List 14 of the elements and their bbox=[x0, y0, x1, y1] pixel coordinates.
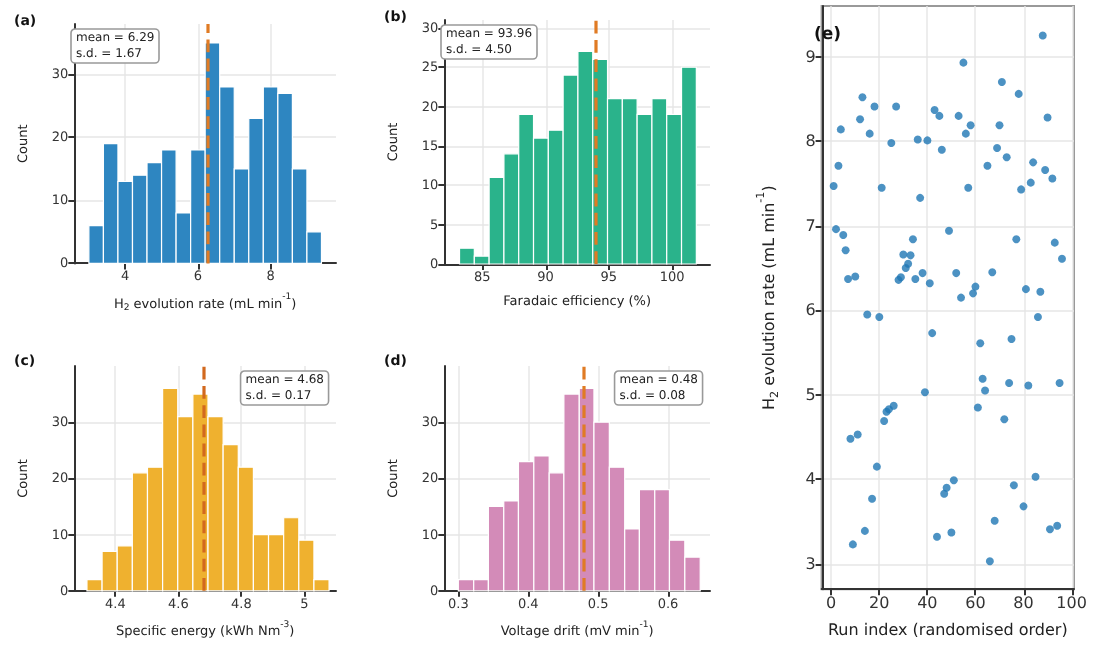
x-tick-label: 100 bbox=[1056, 594, 1087, 613]
y-tick-label: 9 bbox=[805, 47, 816, 66]
x-axis-title: Run index (randomised order) bbox=[827, 621, 1068, 639]
y-tick-label: 6 bbox=[805, 301, 816, 320]
y-tick-label: 5 bbox=[805, 385, 816, 404]
x-tick-label: 0 bbox=[826, 594, 837, 613]
y-tick-label: 4 bbox=[805, 470, 816, 489]
y-tick-label: 8 bbox=[805, 132, 816, 151]
y-tick-label: 7 bbox=[805, 216, 816, 235]
x-tick-label: 60 bbox=[965, 594, 986, 613]
x-tick-label: 80 bbox=[1013, 594, 1034, 613]
y-tick-label: 3 bbox=[805, 554, 816, 573]
x-tick-label: 20 bbox=[869, 594, 890, 613]
x-tick-label: 40 bbox=[917, 594, 938, 613]
